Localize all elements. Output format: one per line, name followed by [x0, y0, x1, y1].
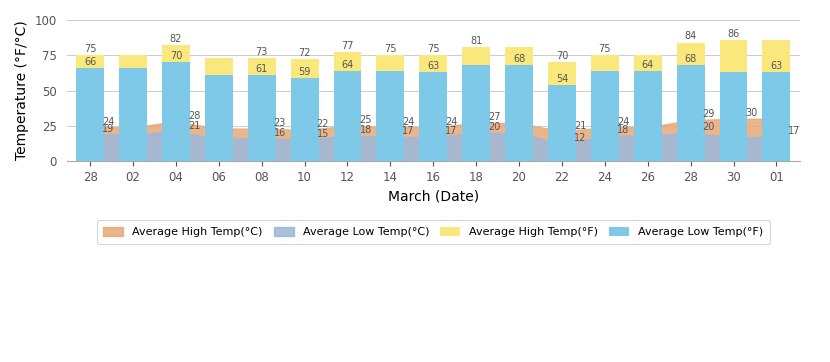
Bar	[205, 75, 232, 161]
Text: 86: 86	[727, 29, 740, 39]
Text: 25: 25	[359, 115, 372, 125]
Text: 81: 81	[470, 36, 482, 46]
Bar	[591, 71, 619, 161]
Text: 63: 63	[770, 61, 783, 71]
Text: 68: 68	[685, 54, 696, 64]
Bar	[247, 58, 276, 161]
Bar	[676, 43, 705, 161]
Text: 16: 16	[274, 128, 286, 138]
Bar	[548, 85, 576, 161]
Bar	[462, 47, 490, 161]
Text: 77: 77	[341, 41, 354, 51]
Text: 22: 22	[316, 119, 330, 129]
Bar	[720, 72, 748, 161]
Bar	[634, 71, 662, 161]
Bar	[162, 62, 190, 161]
Text: 15: 15	[316, 129, 329, 139]
X-axis label: March (Date): March (Date)	[388, 189, 479, 203]
Text: 21: 21	[574, 121, 586, 131]
Bar	[505, 65, 533, 161]
Text: 75: 75	[384, 44, 397, 54]
Bar	[119, 55, 147, 161]
Bar	[290, 59, 319, 161]
Text: 61: 61	[256, 64, 268, 74]
Text: 17: 17	[788, 126, 801, 136]
Legend: Average High Temp(°C), Average Low Temp(°C), Average High Temp(°F), Average Low : Average High Temp(°C), Average Low Temp(…	[96, 220, 770, 244]
Text: 20: 20	[488, 122, 500, 132]
Text: 24: 24	[403, 117, 415, 126]
Text: 17: 17	[445, 126, 457, 136]
Bar	[419, 72, 447, 161]
Y-axis label: Temperature (°F/°C): Temperature (°F/°C)	[15, 21, 29, 160]
Text: 63: 63	[427, 61, 439, 71]
Text: 18: 18	[617, 125, 629, 135]
Text: 29: 29	[703, 109, 715, 119]
Text: 75: 75	[427, 44, 440, 54]
Text: 73: 73	[256, 47, 268, 57]
Bar	[634, 55, 662, 161]
Bar	[247, 75, 276, 161]
Text: 23: 23	[274, 118, 286, 128]
Text: 70: 70	[169, 51, 182, 61]
Bar	[763, 72, 790, 161]
Text: 75: 75	[84, 44, 96, 54]
Bar	[334, 52, 361, 161]
Text: 17: 17	[403, 126, 415, 136]
Text: 54: 54	[556, 74, 569, 84]
Text: 19: 19	[102, 123, 115, 134]
Bar	[676, 65, 705, 161]
Text: 70: 70	[556, 51, 569, 61]
Bar	[591, 55, 619, 161]
Bar	[162, 45, 190, 161]
Bar	[720, 40, 748, 161]
Text: 20: 20	[703, 122, 715, 132]
Text: 68: 68	[513, 54, 525, 64]
Bar	[76, 68, 104, 161]
Text: 64: 64	[341, 60, 354, 70]
Text: 84: 84	[685, 31, 696, 41]
Text: 28: 28	[188, 111, 200, 121]
Bar	[290, 78, 319, 161]
Bar	[763, 40, 790, 161]
Text: 24: 24	[445, 117, 457, 126]
Bar	[377, 55, 404, 161]
Text: 64: 64	[642, 60, 654, 70]
Bar	[419, 55, 447, 161]
Text: 24: 24	[617, 117, 629, 126]
Bar	[76, 55, 104, 161]
Bar	[462, 65, 490, 161]
Text: 59: 59	[299, 67, 310, 77]
Text: 27: 27	[488, 112, 500, 122]
Text: 66: 66	[84, 57, 96, 67]
Bar	[548, 62, 576, 161]
Text: 30: 30	[745, 108, 758, 118]
Text: 75: 75	[598, 44, 611, 54]
Bar	[119, 68, 147, 161]
Text: 18: 18	[359, 125, 372, 135]
Bar	[334, 71, 361, 161]
Bar	[377, 71, 404, 161]
Bar	[205, 58, 232, 161]
Text: 24: 24	[102, 117, 115, 126]
Text: 82: 82	[169, 34, 182, 44]
Bar	[505, 47, 533, 161]
Text: 72: 72	[298, 49, 311, 58]
Text: 21: 21	[188, 121, 200, 131]
Text: 12: 12	[574, 134, 586, 143]
